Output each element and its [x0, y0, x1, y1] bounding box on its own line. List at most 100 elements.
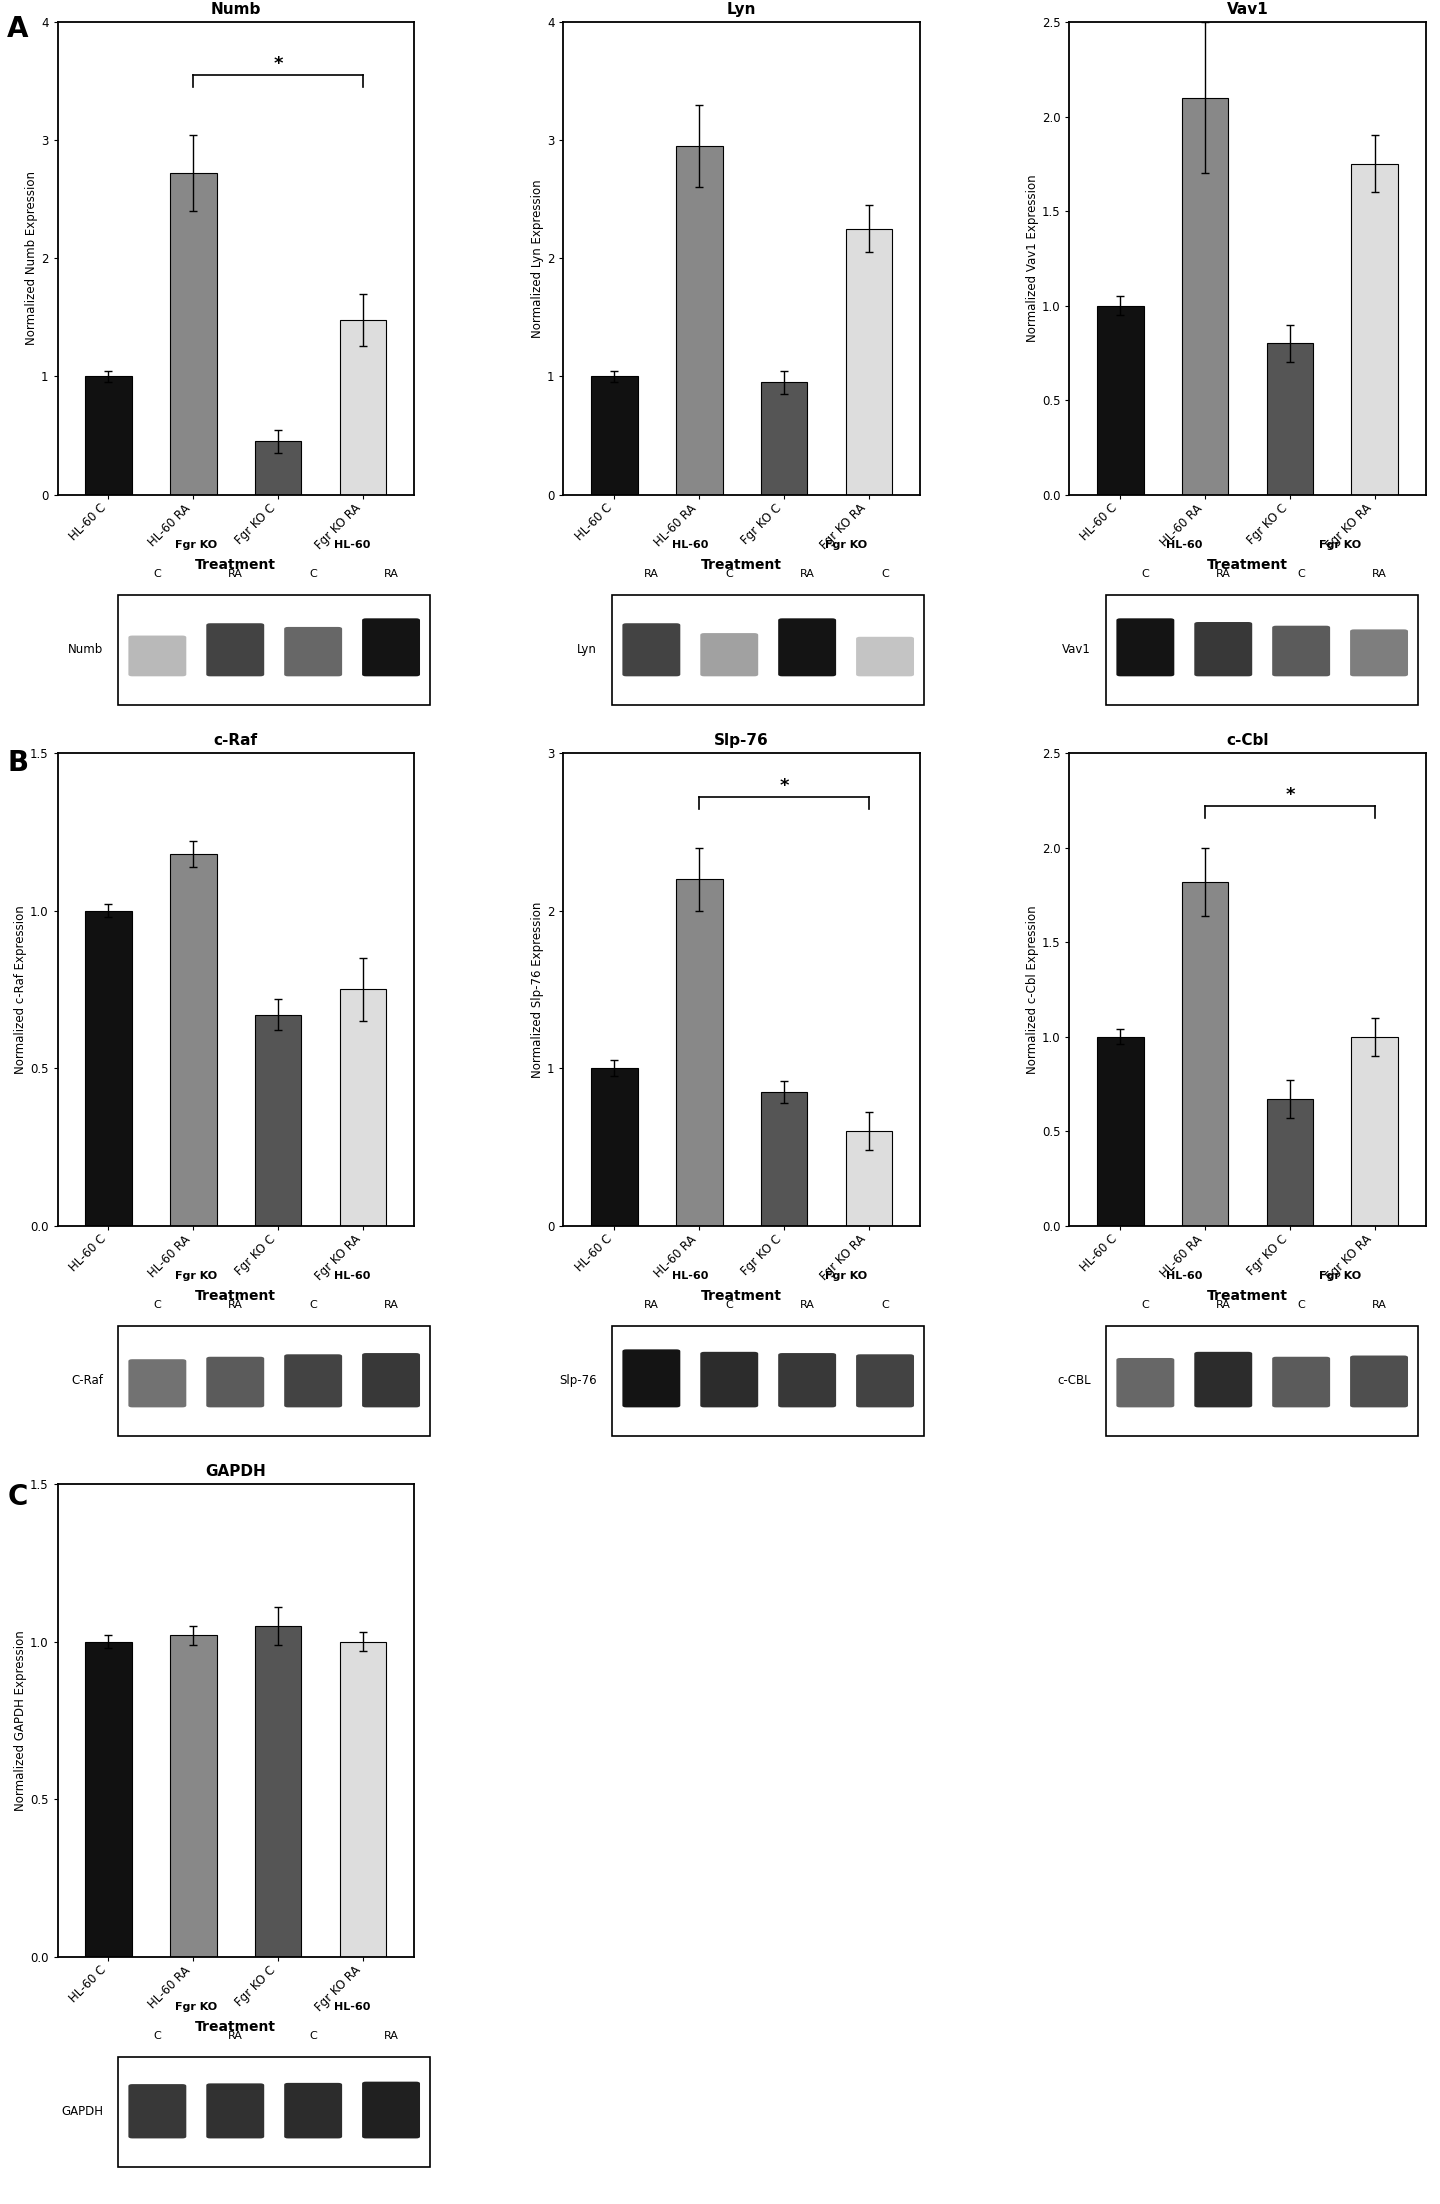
X-axis label: Treatment: Treatment [701, 558, 782, 571]
Bar [1351, 163, 1398, 494]
Text: C: C [726, 569, 733, 580]
Text: C: C [1297, 1300, 1305, 1309]
Text: HL-60: HL-60 [1166, 540, 1202, 551]
Text: RA: RA [228, 569, 243, 580]
Bar [845, 1131, 893, 1225]
X-axis label: Treatment: Treatment [196, 2019, 276, 2034]
FancyBboxPatch shape [1272, 1358, 1331, 1408]
Text: C: C [881, 1300, 888, 1309]
Y-axis label: Normalized c-Raf Expression: Normalized c-Raf Expression [14, 906, 27, 1073]
Text: C: C [310, 569, 317, 580]
Text: RA: RA [799, 1300, 815, 1309]
Text: HL-60: HL-60 [672, 1272, 708, 1281]
Bar [255, 1014, 301, 1225]
Bar [760, 383, 808, 494]
Text: RA: RA [1215, 1300, 1231, 1309]
Bar [1267, 344, 1313, 494]
Text: Fgr KO: Fgr KO [825, 1272, 867, 1281]
FancyBboxPatch shape [1351, 630, 1408, 677]
Text: GAPDH: GAPDH [60, 2105, 104, 2118]
X-axis label: Treatment: Treatment [196, 1289, 276, 1303]
FancyBboxPatch shape [622, 1349, 680, 1408]
Y-axis label: Normalized Numb Expression: Normalized Numb Expression [26, 172, 39, 346]
FancyBboxPatch shape [778, 619, 837, 677]
Bar [760, 1091, 808, 1225]
FancyBboxPatch shape [118, 2056, 431, 2167]
Text: Vav1: Vav1 [1063, 644, 1092, 657]
Text: B: B [7, 749, 29, 778]
FancyBboxPatch shape [128, 635, 186, 677]
Text: *: * [1284, 785, 1295, 804]
Text: RA: RA [644, 1300, 658, 1309]
Text: C-Raf: C-Raf [72, 1375, 104, 1386]
Bar [675, 145, 723, 494]
Bar [590, 1069, 638, 1225]
Text: C: C [1142, 569, 1149, 580]
Text: RA: RA [1215, 569, 1231, 580]
Text: HL-60: HL-60 [672, 540, 708, 551]
FancyBboxPatch shape [857, 1353, 914, 1408]
Text: Fgr KO: Fgr KO [176, 1272, 217, 1281]
Bar [1267, 1100, 1313, 1225]
FancyBboxPatch shape [118, 595, 431, 705]
Bar [85, 910, 132, 1225]
Text: Fgr KO: Fgr KO [825, 540, 867, 551]
Text: C: C [1297, 569, 1305, 580]
FancyBboxPatch shape [622, 624, 680, 677]
Text: C: C [310, 1300, 317, 1309]
Text: RA: RA [383, 569, 399, 580]
Text: RA: RA [1372, 569, 1387, 580]
Bar [1182, 97, 1228, 494]
FancyBboxPatch shape [1116, 619, 1174, 677]
Text: HL-60: HL-60 [1166, 1272, 1202, 1281]
FancyBboxPatch shape [284, 626, 343, 677]
FancyBboxPatch shape [1272, 626, 1331, 677]
FancyBboxPatch shape [361, 619, 420, 677]
Text: RA: RA [383, 1300, 399, 1309]
Bar [85, 377, 132, 494]
Title: Vav1: Vav1 [1227, 2, 1269, 18]
Bar [340, 1642, 386, 1957]
Text: *: * [779, 776, 789, 796]
Text: RA: RA [228, 1300, 243, 1309]
Text: C: C [310, 2032, 317, 2041]
Bar [170, 174, 216, 494]
X-axis label: Treatment: Treatment [1207, 558, 1287, 571]
Bar [590, 377, 638, 494]
Bar [255, 1627, 301, 1957]
FancyBboxPatch shape [361, 1353, 420, 1408]
Text: RA: RA [1372, 1300, 1387, 1309]
Text: Slp-76: Slp-76 [560, 1375, 598, 1386]
Bar [255, 441, 301, 494]
FancyBboxPatch shape [128, 2085, 186, 2138]
FancyBboxPatch shape [284, 1353, 343, 1408]
FancyBboxPatch shape [284, 2083, 343, 2138]
Y-axis label: Normalized c-Cbl Expression: Normalized c-Cbl Expression [1025, 906, 1038, 1073]
Text: RA: RA [644, 569, 658, 580]
FancyBboxPatch shape [1194, 1351, 1253, 1408]
FancyBboxPatch shape [118, 1327, 431, 1435]
Bar [1182, 882, 1228, 1225]
Text: A: A [7, 15, 29, 44]
X-axis label: Treatment: Treatment [196, 558, 276, 571]
Text: Fgr KO: Fgr KO [176, 2001, 217, 2012]
FancyBboxPatch shape [206, 624, 264, 677]
FancyBboxPatch shape [1194, 622, 1253, 677]
Text: HL-60: HL-60 [334, 1272, 370, 1281]
Text: RA: RA [383, 2032, 399, 2041]
FancyBboxPatch shape [612, 1327, 924, 1435]
Y-axis label: Normalized Vav1 Expression: Normalized Vav1 Expression [1025, 174, 1038, 342]
FancyBboxPatch shape [612, 595, 924, 705]
Y-axis label: Normalized Lyn Expression: Normalized Lyn Expression [531, 179, 544, 337]
Bar [1097, 1036, 1143, 1225]
FancyBboxPatch shape [1106, 595, 1418, 705]
Text: Fgr KO: Fgr KO [176, 540, 217, 551]
Bar [675, 879, 723, 1225]
FancyBboxPatch shape [206, 1358, 264, 1408]
Text: RA: RA [228, 2032, 243, 2041]
Text: HL-60: HL-60 [334, 2001, 370, 2012]
FancyBboxPatch shape [1106, 1327, 1418, 1435]
Text: RA: RA [799, 569, 815, 580]
Title: Slp-76: Slp-76 [714, 732, 769, 747]
Text: C: C [154, 569, 161, 580]
